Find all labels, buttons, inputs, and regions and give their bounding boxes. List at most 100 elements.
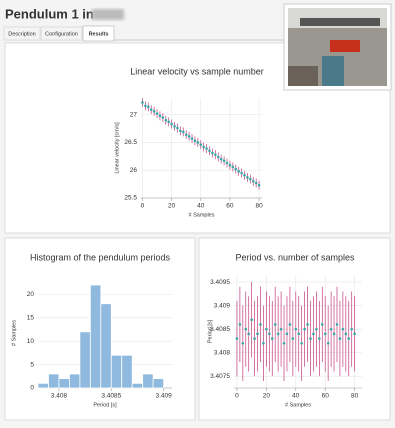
data-point	[254, 181, 258, 185]
chart-title: Histogram of the pendulum periods	[30, 252, 171, 262]
data-point	[211, 151, 214, 155]
data-point	[309, 337, 312, 340]
x-tick-label: 60	[322, 393, 330, 400]
y-tick-label: 3.4075	[210, 373, 230, 380]
x-tick-label: 0	[141, 203, 145, 210]
data-point	[297, 332, 301, 336]
data-point	[243, 173, 246, 177]
chart-title: Linear velocity vs sample number	[130, 66, 264, 76]
y-tick-label: 10	[27, 338, 35, 345]
data-point	[149, 108, 153, 111]
data-point	[190, 137, 194, 140]
y-tick-label: 26.5	[124, 139, 137, 146]
chart-title: Period vs. number of samples	[235, 252, 355, 262]
data-point	[146, 105, 150, 109]
x-tick-label: 0	[235, 393, 239, 400]
histogram-bar	[142, 373, 154, 389]
data-point	[231, 165, 235, 169]
data-point	[312, 332, 315, 336]
histogram-bar	[110, 354, 123, 389]
data-point	[199, 143, 203, 146]
data-point	[341, 327, 345, 331]
data-point	[294, 327, 298, 331]
y-tick-label: 25.5	[124, 195, 137, 202]
x-tick-label: 3.409	[155, 393, 172, 400]
data-point	[234, 167, 238, 171]
data-point	[315, 327, 318, 331]
tab-label[interactable]: Description	[8, 31, 36, 37]
data-point	[193, 139, 197, 143]
data-point	[244, 327, 248, 331]
data-point	[173, 125, 176, 128]
x-tick-label: 80	[255, 203, 263, 210]
data-point	[338, 337, 342, 340]
data-point	[187, 135, 191, 138]
data-point	[279, 327, 283, 331]
data-point	[238, 323, 242, 326]
data-point	[306, 323, 309, 326]
data-point	[225, 161, 229, 165]
data-point	[179, 129, 182, 133]
data-point	[196, 141, 200, 144]
histogram-bar	[79, 331, 91, 389]
y-tick-label: 0	[30, 385, 34, 392]
data-point	[329, 327, 333, 331]
y-tick-label: 3.408	[214, 349, 231, 356]
data-point	[332, 332, 336, 336]
data-point	[318, 337, 321, 340]
data-point	[256, 332, 259, 336]
data-point	[257, 183, 261, 187]
y-tick-label: 26	[130, 167, 138, 174]
histogram-bar	[121, 354, 133, 389]
data-point	[291, 337, 295, 340]
tab[interactable]	[3, 26, 41, 41]
data-point	[141, 101, 144, 104]
x-tick-label: 40	[197, 203, 205, 210]
data-point	[208, 149, 211, 153]
data-point	[285, 332, 289, 336]
tab-active[interactable]	[82, 25, 115, 42]
data-point	[344, 332, 348, 336]
data-point	[240, 171, 243, 175]
x-tick-label: 20	[168, 203, 176, 210]
data-point	[259, 323, 262, 326]
histogram-bar	[131, 382, 144, 389]
y-axis-label: Linear velocity [cm/s]	[114, 122, 120, 174]
tab[interactable]	[40, 26, 83, 41]
data-point	[237, 170, 240, 173]
y-tick-label: 3.4095	[210, 279, 230, 286]
y-tick-label: 27	[130, 111, 138, 118]
data-point	[144, 104, 147, 108]
x-axis-label: # Samples	[285, 402, 311, 408]
y-tick-label: 15	[27, 315, 35, 322]
data-point	[250, 318, 253, 322]
data-point	[228, 163, 232, 167]
data-point	[265, 327, 268, 331]
x-tick-label: 60	[226, 203, 234, 210]
data-point	[158, 114, 162, 118]
blurred-name	[92, 9, 124, 20]
tab-label[interactable]: Results	[89, 31, 109, 37]
histogram-bar	[58, 378, 70, 389]
data-point	[300, 341, 303, 345]
y-tick-label: 5	[30, 361, 34, 368]
x-tick-label: 20	[263, 393, 271, 400]
data-point	[320, 323, 324, 326]
x-axis-label: Period [s]	[93, 402, 117, 408]
data-point	[184, 133, 188, 136]
data-point	[170, 122, 173, 126]
data-point	[246, 176, 249, 179]
data-point	[222, 159, 226, 163]
tab-label[interactable]: Configuration	[45, 31, 78, 37]
data-point	[273, 323, 277, 326]
histogram-bar	[152, 378, 165, 389]
histogram-bar	[48, 373, 60, 389]
y-tick-label: 3.409	[214, 302, 231, 309]
data-point	[167, 120, 170, 124]
data-point	[268, 332, 271, 336]
data-point	[155, 112, 159, 115]
data-point	[214, 153, 217, 156]
data-point	[219, 157, 223, 161]
